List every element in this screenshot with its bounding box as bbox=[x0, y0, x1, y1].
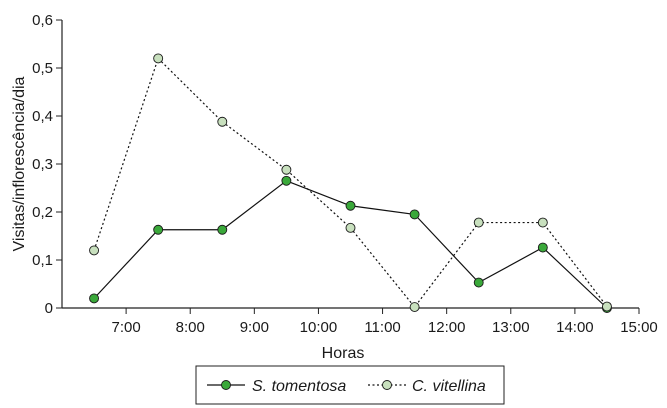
y-tick-label: 0 bbox=[45, 300, 53, 317]
x-tick-label: 14:00 bbox=[556, 319, 594, 336]
y-tick-label: 0,6 bbox=[32, 12, 53, 29]
data-point-s-tomentosa bbox=[217, 224, 228, 235]
x-tick-label: 7:00 bbox=[112, 319, 141, 336]
x-tick-label: 10:00 bbox=[300, 319, 338, 336]
x-tick-label: 15:00 bbox=[620, 319, 658, 336]
data-point-c-vitellina bbox=[537, 217, 548, 228]
y-tick-label: 0,2 bbox=[32, 204, 53, 221]
y-axis-title: Visitas/inflorescência/dia bbox=[11, 76, 28, 251]
data-point-c-vitellina bbox=[345, 222, 356, 233]
data-point-s-tomentosa bbox=[153, 224, 164, 235]
y-axis-ticks: 0 0,1 0,2 0,3 0,4 0,5 0,6 bbox=[32, 12, 62, 317]
y-tick-label: 0,1 bbox=[32, 252, 53, 269]
data-point-s-tomentosa bbox=[409, 209, 420, 220]
y-tick-label: 0,5 bbox=[32, 60, 53, 77]
legend-box bbox=[195, 365, 505, 405]
data-point-s-tomentosa bbox=[473, 277, 484, 288]
x-tick-label: 11:00 bbox=[364, 319, 400, 336]
legend-marker-s-tomentosa bbox=[221, 380, 231, 390]
data-point-c-vitellina bbox=[601, 301, 612, 312]
legend-label-s-tomentosa: S. tomentosa bbox=[252, 378, 346, 395]
y-tick-label: 0,4 bbox=[32, 108, 53, 125]
x-axis-title: Horas bbox=[322, 345, 365, 362]
series-line-s-tomentosa bbox=[93, 180, 608, 309]
x-tick-label: 8:00 bbox=[176, 319, 205, 336]
data-point-s-tomentosa bbox=[89, 293, 100, 304]
series-line-c-vitellina bbox=[93, 57, 608, 309]
legend-marker-c-vitellina bbox=[382, 380, 392, 390]
data-point-c-vitellina bbox=[153, 53, 164, 64]
data-point-s-tomentosa bbox=[281, 175, 292, 186]
legend-label-c-vitellina: C. vitellina bbox=[412, 378, 486, 395]
data-point-c-vitellina bbox=[281, 164, 292, 175]
data-point-c-vitellina bbox=[473, 217, 484, 228]
data-point-c-vitellina bbox=[409, 302, 420, 312]
legend: S. tomentosa C. vitellina bbox=[195, 365, 505, 405]
x-tick-label: 13:00 bbox=[492, 319, 530, 336]
data-point-s-tomentosa bbox=[537, 242, 548, 253]
x-axis-ticks: 7:00 8:00 9:00 10:00 11:00 12:00 13:00 14:00 15:… bbox=[112, 308, 658, 336]
data-point-c-vitellina bbox=[217, 116, 228, 127]
series-lines bbox=[93, 57, 608, 309]
series-points bbox=[89, 53, 612, 313]
data-point-c-vitellina bbox=[89, 245, 100, 256]
x-tick-label: 12:00 bbox=[428, 319, 466, 336]
x-tick-label: 9:00 bbox=[240, 319, 269, 336]
y-tick-label: 0,3 bbox=[32, 156, 53, 173]
data-point-s-tomentosa bbox=[345, 200, 356, 211]
axes bbox=[61, 20, 639, 309]
